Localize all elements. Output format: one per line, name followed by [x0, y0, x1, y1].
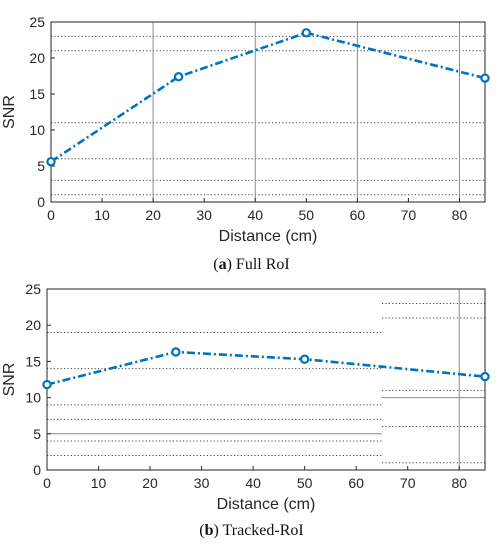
x-tick-label: 10: [94, 207, 110, 223]
x-tick-label: 0: [43, 475, 51, 491]
x-tick-label: 0: [47, 207, 55, 223]
y-tick-label: 0: [37, 194, 45, 210]
data-point: [173, 72, 184, 82]
x-tick-label: 30: [194, 475, 210, 491]
y-tick-label: 25: [25, 281, 41, 297]
y-axis-label: SNR: [1, 95, 18, 129]
x-axis-label: Distance (cm): [219, 228, 318, 245]
x-tick-label: 80: [451, 475, 467, 491]
x-tick-label: 50: [297, 475, 313, 491]
x-tick-label: 20: [142, 475, 158, 491]
x-tick-label: 70: [401, 207, 417, 223]
x-tick-label: 20: [145, 207, 161, 223]
x-tick-label: 40: [245, 475, 261, 491]
y-tick-label: 10: [25, 390, 41, 406]
y-tick-label: 0: [33, 462, 41, 478]
y-tick-label: 15: [25, 353, 41, 369]
caption-b: (b) Tracked-RoI: [199, 522, 304, 539]
chart-tracked-roi: 0 10 20 30 40 50 60 70 80 0 5 10 15 20 25 Distance (cm)…: [1, 281, 490, 513]
x-tick-label: 30: [196, 207, 212, 223]
caption-a-letter: a: [218, 256, 227, 273]
caption-b-text: Tracked-RoI: [222, 522, 304, 539]
y-tick-label: 5: [37, 158, 45, 174]
gridlines-b: [47, 289, 485, 470]
x-tick-label: 80: [452, 207, 468, 223]
data-point: [299, 354, 310, 364]
x-tick-label: 10: [91, 475, 107, 491]
x-tick-label: 50: [299, 207, 315, 223]
data-point: [46, 156, 56, 167]
data-point: [480, 73, 490, 83]
caption-a-text: Full RoI: [235, 256, 290, 273]
x-tick-label: 60: [350, 207, 366, 223]
caption-a: (a) Full RoI: [213, 256, 290, 273]
y-tick-label: 15: [29, 86, 45, 102]
gridlines-a: [51, 22, 485, 202]
x-tick-label: 70: [400, 475, 416, 491]
x-axis-label: Distance (cm): [217, 496, 316, 513]
y-tick-label: 10: [29, 122, 45, 138]
x-tick-label: 60: [348, 475, 364, 491]
y-tick-label: 25: [29, 14, 45, 30]
data-point: [42, 379, 52, 390]
y-tick-label: 20: [25, 317, 41, 333]
data-point: [171, 347, 181, 357]
y-tick-label: 5: [33, 426, 41, 442]
plot-frame-b: [46, 288, 486, 471]
series-line: [46, 350, 486, 386]
series-line: [50, 31, 486, 163]
caption-b-letter: b: [204, 522, 214, 539]
plot-frame-a: [50, 21, 486, 203]
x-tick-label: 40: [247, 207, 263, 223]
y-axis-label: SNR: [1, 363, 18, 397]
y-tick-label: 20: [29, 50, 45, 66]
data-point: [301, 28, 311, 38]
chart-full-roi: 0 10 20 30 40 50 60 70 80 0 5 10 15 20 25 Distance (cm)…: [1, 14, 490, 245]
data-point: [480, 371, 490, 382]
